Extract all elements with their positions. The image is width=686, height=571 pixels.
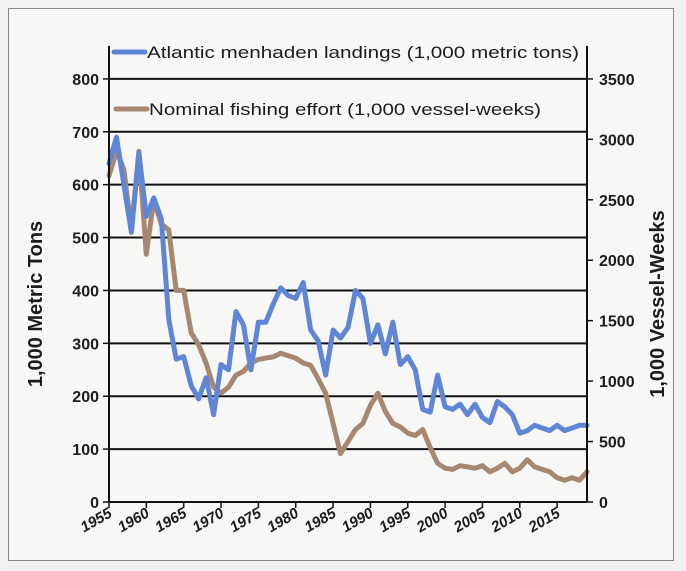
x-tick-label-1985: 1985 — [302, 504, 340, 536]
right-tick-label-2000: 2000 — [599, 253, 635, 270]
x-tick-label-1965: 1965 — [152, 504, 190, 536]
x-tick-label-1990: 1990 — [339, 504, 377, 536]
right-tick-label-500: 500 — [599, 435, 626, 452]
left-tick-label-500: 500 — [72, 231, 99, 248]
axes — [108, 46, 588, 503]
effort-series-line — [106, 148, 590, 483]
left-tick-label-800: 800 — [72, 72, 99, 89]
x-tick-label-1970: 1970 — [190, 504, 228, 536]
right-tick-label-3500: 3500 — [599, 72, 635, 89]
right-tick-label-2500: 2500 — [599, 193, 635, 210]
x-tick-label-2000: 2000 — [413, 504, 452, 536]
right-tick-label-1500: 1500 — [599, 314, 635, 331]
landings-series-line — [106, 134, 590, 436]
left-tick-label-0: 0 — [90, 495, 99, 512]
series-lines — [106, 134, 590, 483]
dual-axis-line-chart: 0 100 200 300 400 500 600 700 800 0 500 1000 1500 20… — [25, 43, 669, 537]
left-tick-label-200: 200 — [72, 389, 99, 406]
legend: Atlantic menhaden landings (1,000 metric… — [111, 43, 579, 119]
x-tick-label-1995: 1995 — [376, 504, 414, 536]
x-tick-label-1975: 1975 — [227, 504, 265, 536]
right-tick-label-3000: 3000 — [599, 132, 635, 149]
chart-frame: 0 100 200 300 400 500 600 700 800 0 500 1000 1500 20… — [8, 8, 674, 561]
x-tick-label-2010: 2010 — [488, 504, 527, 536]
left-tick-label-100: 100 — [72, 442, 99, 459]
x-tick-label-1980: 1980 — [264, 504, 302, 536]
left-axis-title: 1,000 Metric Tons — [25, 221, 47, 387]
left-tick-label-300: 300 — [72, 336, 99, 353]
left-axis-ticks: 0 100 200 300 400 500 600 700 800 — [72, 72, 109, 512]
x-tick-label-1960: 1960 — [115, 504, 153, 536]
x-axis-ticks: 1955 1960 1965 1970 1975 1980 1985 1990 1995 2000… — [78, 502, 564, 537]
left-tick-label-700: 700 — [72, 125, 99, 142]
right-axis-ticks: 0 500 1000 1500 2000 2500 3000 3500 — [587, 72, 635, 512]
legend-label-landings: Atlantic menhaden landings (1,000 metric… — [147, 43, 579, 62]
legend-label-effort: Nominal fishing effort (1,000 vessel-wee… — [149, 100, 541, 119]
gridlines — [109, 77, 587, 451]
left-tick-label-400: 400 — [72, 283, 99, 300]
right-tick-label-0: 0 — [599, 495, 608, 512]
right-axis-title: 1,000 Vessel-Weeks — [647, 210, 669, 398]
right-tick-label-1000: 1000 — [599, 374, 635, 391]
left-tick-label-600: 600 — [72, 178, 99, 195]
x-tick-label-2015: 2015 — [525, 504, 564, 536]
x-tick-label-2005: 2005 — [450, 504, 489, 536]
